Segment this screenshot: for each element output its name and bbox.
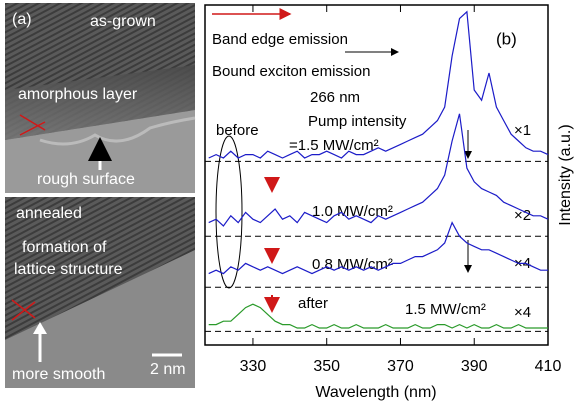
ellipse xyxy=(216,136,242,288)
series-label: 1.5 MW/cm² xyxy=(405,301,486,318)
image-label: rough surface xyxy=(37,171,135,188)
annotation: after xyxy=(298,295,328,312)
annotation: Pump intensity xyxy=(308,113,407,130)
image-label: more smooth xyxy=(12,366,105,383)
image-label: annealed xyxy=(16,205,82,222)
x-tick-label: 350 xyxy=(313,358,340,375)
scale-label: ×2 xyxy=(514,207,531,224)
x-tick-label: 370 xyxy=(387,358,414,375)
page: (a) as-grown amorphous layer rough surfa… xyxy=(0,0,578,409)
tem-image-bottom xyxy=(5,197,195,388)
y-axis-label: Intensity (a.u.) xyxy=(557,124,574,225)
figure: (a) as-grown amorphous layer rough surfa… xyxy=(0,0,578,409)
x-tick-label: 410 xyxy=(535,358,562,375)
panel-label: (a) xyxy=(12,11,32,28)
annotation: 266 nm xyxy=(310,89,360,106)
spectrum-line xyxy=(209,304,548,328)
scale-bar-label: 2 nm xyxy=(150,361,186,378)
panel-label: (b) xyxy=(496,29,517,48)
x-axis-label: Wavelength (nm) xyxy=(315,384,436,401)
image-label: lattice structure xyxy=(14,261,123,278)
image-label: formation of xyxy=(22,239,107,256)
scale-label: ×1 xyxy=(514,122,531,139)
x-tick-label: 330 xyxy=(240,358,267,375)
image-label: amorphous layer xyxy=(18,86,138,103)
series-label: 0.8 MW/cm² xyxy=(312,256,393,273)
annotation: Band edge emission xyxy=(212,31,348,48)
scale-label: ×4 xyxy=(514,304,531,321)
annotation: before xyxy=(216,122,259,139)
series-label: =1.5 MW/cm² xyxy=(289,137,379,154)
x-tick-label: 390 xyxy=(461,358,488,375)
plot-frame xyxy=(205,5,548,345)
image-label: as-grown xyxy=(90,13,156,30)
annotation: Bound exciton emission xyxy=(212,63,370,80)
